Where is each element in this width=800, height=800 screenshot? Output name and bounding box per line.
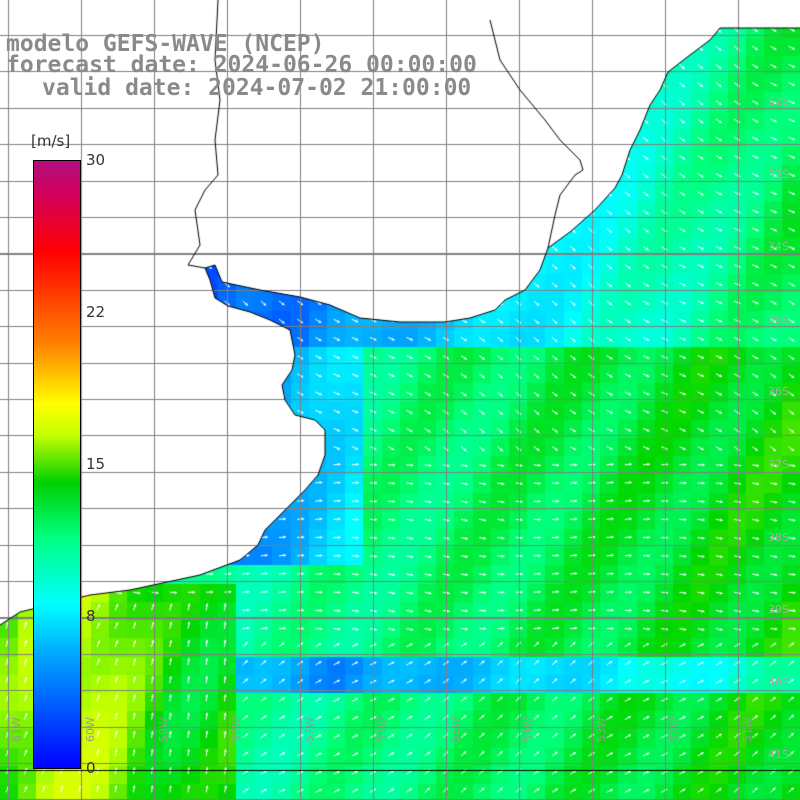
- lon-label: 51W: [741, 717, 754, 742]
- lat-label: 40S: [768, 676, 789, 689]
- lat-label: 37S: [768, 458, 789, 471]
- lon-label: 58W: [230, 717, 243, 742]
- lon-label: 52W: [668, 717, 681, 742]
- lon-label: 54W: [522, 717, 535, 742]
- lat-label: 38S: [768, 531, 789, 544]
- lon-label: 60W: [84, 717, 97, 742]
- lon-label: 55W: [449, 717, 462, 742]
- lat-label: 41S: [768, 748, 789, 761]
- forecast-date: forecast date: 2024-06-26 00:00:00: [6, 52, 477, 78]
- lat-label: 33S: [768, 168, 789, 181]
- lat-label: 35S: [768, 313, 789, 326]
- lat-label: 36S: [768, 385, 789, 398]
- colorbar: [33, 160, 81, 769]
- colorbar-tick-8: 8: [86, 607, 96, 625]
- colorbar-tick-0: 0: [86, 759, 96, 777]
- lon-label: 61W: [10, 717, 23, 742]
- lon-label: 56W: [376, 717, 389, 742]
- lat-label: 32S: [768, 95, 789, 108]
- lon-label: 59W: [157, 717, 170, 742]
- lon-label: 53W: [595, 717, 608, 742]
- colorbar-unit: [m/s]: [31, 132, 71, 150]
- colorbar-tick-15: 15: [86, 455, 106, 473]
- valid-date: valid date: 2024-07-02 21:00:00: [42, 75, 472, 101]
- colorbar-tick-30: 30: [86, 151, 106, 169]
- lat-label: 34S: [768, 240, 789, 253]
- model-title: modelo GEFS-WAVE (NCEP): [6, 31, 325, 57]
- colorbar-tick-22: 22: [86, 303, 106, 321]
- lon-label: 57W: [303, 717, 316, 742]
- lat-label: 39S: [768, 603, 789, 616]
